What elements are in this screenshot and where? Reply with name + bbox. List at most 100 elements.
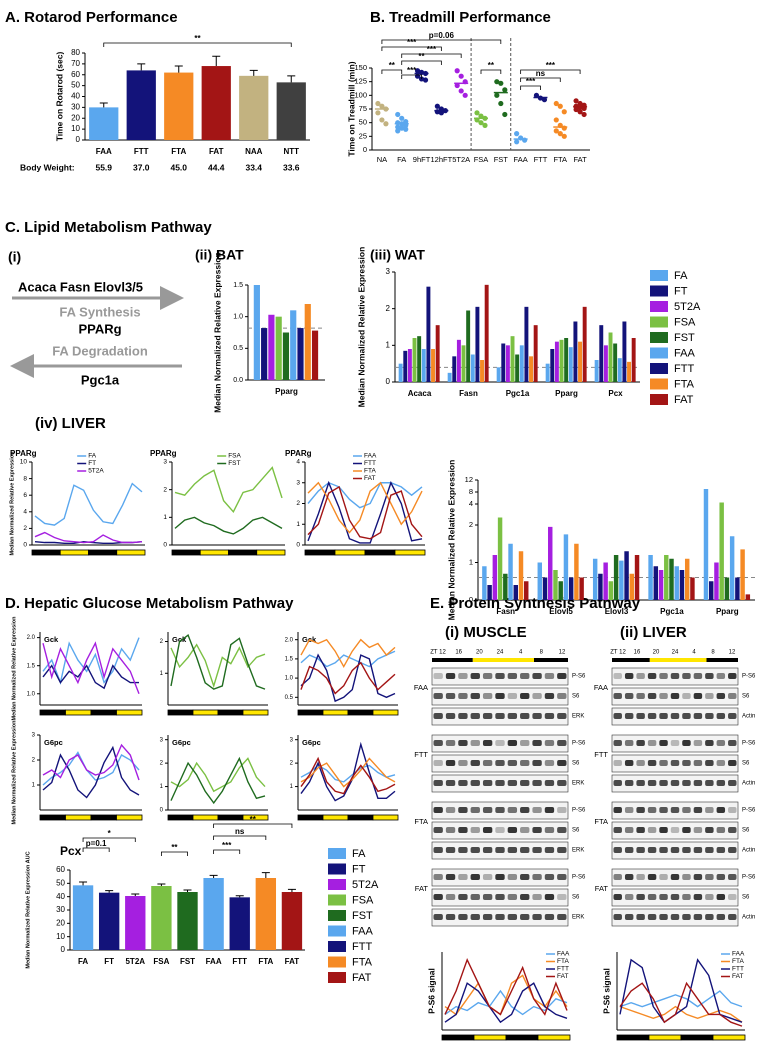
blot-band xyxy=(659,874,668,880)
blot-band xyxy=(458,807,468,813)
blot-band xyxy=(544,740,555,746)
data-point xyxy=(403,118,409,125)
body-weight-label: Body Weight: xyxy=(20,162,75,172)
blot-band xyxy=(728,807,737,813)
significance-label: ** xyxy=(171,843,178,852)
blot-band xyxy=(445,847,456,853)
series-line xyxy=(34,482,143,526)
light-dark-bar xyxy=(39,709,66,716)
band-label: Actin xyxy=(742,848,755,854)
blot-band xyxy=(520,780,530,786)
data-point xyxy=(395,111,401,118)
legend-label: FT xyxy=(88,460,96,467)
blot-band xyxy=(458,673,468,679)
series-line xyxy=(170,634,266,690)
blot-band xyxy=(470,847,480,853)
series-line xyxy=(300,757,396,788)
series-line xyxy=(619,981,743,1027)
significance-label: ns xyxy=(235,827,245,836)
blot-band xyxy=(433,827,443,833)
zt-label: 24 xyxy=(497,650,504,656)
data-point xyxy=(553,128,559,134)
blot-band xyxy=(613,894,622,900)
chart-title: Gck xyxy=(44,635,59,644)
blot-band xyxy=(557,673,567,679)
light-dark-bar xyxy=(372,709,399,716)
band-label: S6 xyxy=(742,895,750,901)
blot-band xyxy=(482,914,493,920)
blot-band xyxy=(682,713,691,719)
blot-band xyxy=(557,780,567,786)
light-dark-bar xyxy=(242,814,269,821)
data-point xyxy=(379,117,385,123)
blot-band xyxy=(495,914,505,920)
legend-swatch xyxy=(328,910,346,921)
blot-band xyxy=(693,847,703,853)
blot-band xyxy=(544,874,555,880)
bar xyxy=(617,358,622,382)
blot-band xyxy=(670,827,680,833)
significance-bracket xyxy=(401,53,462,58)
blot-band xyxy=(670,874,680,880)
bar xyxy=(603,562,608,600)
y-tick-label: 0.5 xyxy=(233,345,243,352)
bar xyxy=(629,573,635,600)
data-point xyxy=(458,73,464,79)
light-dark-bar xyxy=(171,549,201,556)
blot-band xyxy=(507,713,518,719)
bar xyxy=(435,325,440,382)
light-dark-bar xyxy=(334,549,366,556)
bar xyxy=(297,328,304,380)
series-line xyxy=(42,641,140,695)
panel-title: (iv) LIVER xyxy=(35,415,106,432)
blot-band xyxy=(470,673,480,679)
y-tick-label: 0 xyxy=(61,945,66,954)
blot-band xyxy=(670,914,680,920)
y-tick-label: 6 xyxy=(23,492,27,499)
blot-band xyxy=(520,894,530,900)
bar xyxy=(412,338,417,382)
light-dark-bar xyxy=(537,1034,571,1041)
light-dark-bar xyxy=(297,814,324,821)
error-bar xyxy=(131,893,140,896)
legend-label: FTT xyxy=(674,363,694,375)
blot-band xyxy=(705,760,714,766)
blot-band xyxy=(482,673,493,679)
legend-label: FAA xyxy=(352,925,373,937)
light-dark-bar xyxy=(505,1034,539,1041)
significance-label: *** xyxy=(546,61,556,70)
data-point xyxy=(375,100,381,107)
y-tick-label: 1.5 xyxy=(27,663,36,669)
y-axis-label: P-S6 signal xyxy=(601,968,611,1014)
y-tick-label: 2 xyxy=(160,761,164,767)
bar xyxy=(151,886,172,950)
x-tick-label: Pparg xyxy=(555,389,578,398)
legend-swatch xyxy=(328,956,346,968)
blot-strip xyxy=(431,734,569,753)
blot-band xyxy=(670,847,680,853)
data-point xyxy=(514,131,520,137)
x-tick-label: 12hFT xyxy=(431,155,453,164)
light-dark-bar xyxy=(534,658,568,662)
blot-band xyxy=(532,740,542,746)
bar xyxy=(72,885,94,950)
blot-band xyxy=(693,827,703,833)
bar xyxy=(533,325,538,382)
light-dark-bar xyxy=(680,1034,714,1041)
legend-label: FTA xyxy=(557,958,569,965)
blot-band xyxy=(507,874,518,880)
blot-band xyxy=(433,673,443,679)
significance-bracket xyxy=(213,823,293,828)
blot-band xyxy=(624,780,634,786)
blot-band xyxy=(647,807,657,813)
legend-swatch xyxy=(328,863,346,875)
blot-band xyxy=(532,847,542,853)
significance-bracket xyxy=(401,74,422,79)
light-dark-bar xyxy=(256,549,286,556)
legend-label: FTA xyxy=(352,956,373,968)
light-dark-bar xyxy=(199,549,229,556)
y-tick-label: 75 xyxy=(359,104,367,113)
light-dark-bar xyxy=(297,709,324,716)
blot-band xyxy=(659,693,668,699)
blot-band xyxy=(647,874,657,880)
